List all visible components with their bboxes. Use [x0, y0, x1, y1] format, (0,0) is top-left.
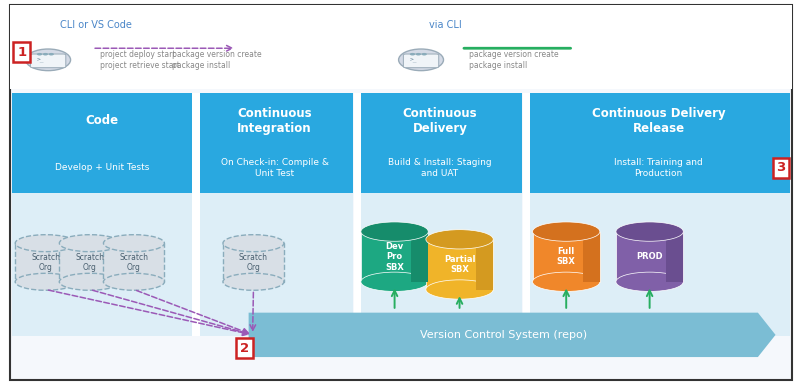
Text: package version create
package install: package version create package install	[469, 50, 559, 69]
Ellipse shape	[59, 273, 120, 290]
Text: via CLI: via CLI	[429, 20, 462, 30]
Ellipse shape	[533, 222, 600, 241]
Ellipse shape	[15, 235, 76, 252]
Circle shape	[49, 53, 54, 56]
FancyBboxPatch shape	[527, 193, 790, 336]
Polygon shape	[426, 239, 493, 290]
Text: Build & Install: Staging
and UAT: Build & Install: Staging and UAT	[388, 158, 492, 178]
Circle shape	[422, 53, 427, 56]
Ellipse shape	[533, 272, 600, 291]
Polygon shape	[15, 243, 76, 282]
Polygon shape	[361, 232, 428, 282]
FancyBboxPatch shape	[12, 93, 192, 193]
Text: Scratch
Org: Scratch Org	[119, 253, 148, 272]
Ellipse shape	[426, 280, 493, 299]
Polygon shape	[59, 243, 120, 282]
Text: Scratch
Org: Scratch Org	[75, 253, 104, 272]
Text: 2: 2	[240, 342, 249, 355]
Text: Install: Training and
Production: Install: Training and Production	[614, 158, 703, 178]
Text: Version Control System (repo): Version Control System (repo)	[419, 330, 587, 340]
Ellipse shape	[103, 273, 164, 290]
FancyBboxPatch shape	[403, 54, 439, 68]
FancyBboxPatch shape	[196, 93, 353, 193]
Circle shape	[415, 53, 421, 56]
Polygon shape	[616, 232, 683, 282]
Text: Continuous
Delivery: Continuous Delivery	[403, 107, 477, 135]
Text: 3: 3	[776, 161, 786, 174]
Text: 1: 1	[17, 46, 26, 59]
Ellipse shape	[103, 235, 164, 252]
FancyBboxPatch shape	[30, 54, 66, 68]
Text: Develop + Unit Tests: Develop + Unit Tests	[55, 163, 149, 173]
Circle shape	[43, 53, 48, 56]
Polygon shape	[249, 313, 776, 357]
Text: On Check-in: Compile &
Unit Test: On Check-in: Compile & Unit Test	[221, 158, 329, 178]
Circle shape	[410, 53, 415, 56]
Text: project deploy start
project retrieve start: project deploy start project retrieve st…	[100, 50, 180, 69]
Text: CLI or VS Code: CLI or VS Code	[60, 20, 132, 30]
Text: >_: >_	[37, 58, 44, 63]
Ellipse shape	[223, 273, 284, 290]
Text: PROD: PROD	[636, 252, 663, 261]
Ellipse shape	[426, 230, 493, 249]
FancyBboxPatch shape	[12, 193, 192, 336]
Polygon shape	[103, 243, 164, 282]
Ellipse shape	[361, 272, 428, 291]
FancyBboxPatch shape	[10, 5, 792, 380]
Ellipse shape	[59, 235, 120, 252]
Circle shape	[399, 49, 444, 71]
Ellipse shape	[223, 235, 284, 252]
FancyBboxPatch shape	[358, 93, 522, 193]
Circle shape	[37, 53, 43, 56]
Text: Partial
SBX: Partial SBX	[444, 255, 476, 274]
FancyBboxPatch shape	[192, 93, 200, 336]
FancyBboxPatch shape	[10, 5, 792, 89]
Polygon shape	[666, 232, 683, 282]
Text: Continuous
Integration: Continuous Integration	[237, 107, 312, 135]
Text: Code: Code	[86, 114, 119, 127]
Ellipse shape	[616, 272, 683, 291]
Polygon shape	[476, 239, 493, 290]
Text: >_: >_	[410, 58, 417, 63]
Text: Continuous Delivery
Release: Continuous Delivery Release	[592, 107, 725, 135]
Text: Full
SBX: Full SBX	[557, 247, 576, 266]
FancyBboxPatch shape	[354, 93, 361, 336]
FancyBboxPatch shape	[358, 193, 522, 336]
Text: Scratch
Org: Scratch Org	[31, 253, 60, 272]
Text: package version create
package install: package version create package install	[172, 50, 262, 69]
Text: Scratch
Org: Scratch Org	[239, 253, 268, 272]
Polygon shape	[411, 232, 428, 282]
FancyBboxPatch shape	[196, 193, 353, 336]
Polygon shape	[533, 232, 600, 282]
Ellipse shape	[616, 222, 683, 241]
Polygon shape	[583, 232, 600, 282]
Ellipse shape	[361, 222, 428, 241]
FancyBboxPatch shape	[523, 93, 530, 336]
Circle shape	[26, 49, 71, 71]
FancyBboxPatch shape	[527, 93, 790, 193]
Polygon shape	[223, 243, 284, 282]
Text: Dev
Pro
SBX: Dev Pro SBX	[385, 242, 404, 272]
Ellipse shape	[15, 273, 76, 290]
